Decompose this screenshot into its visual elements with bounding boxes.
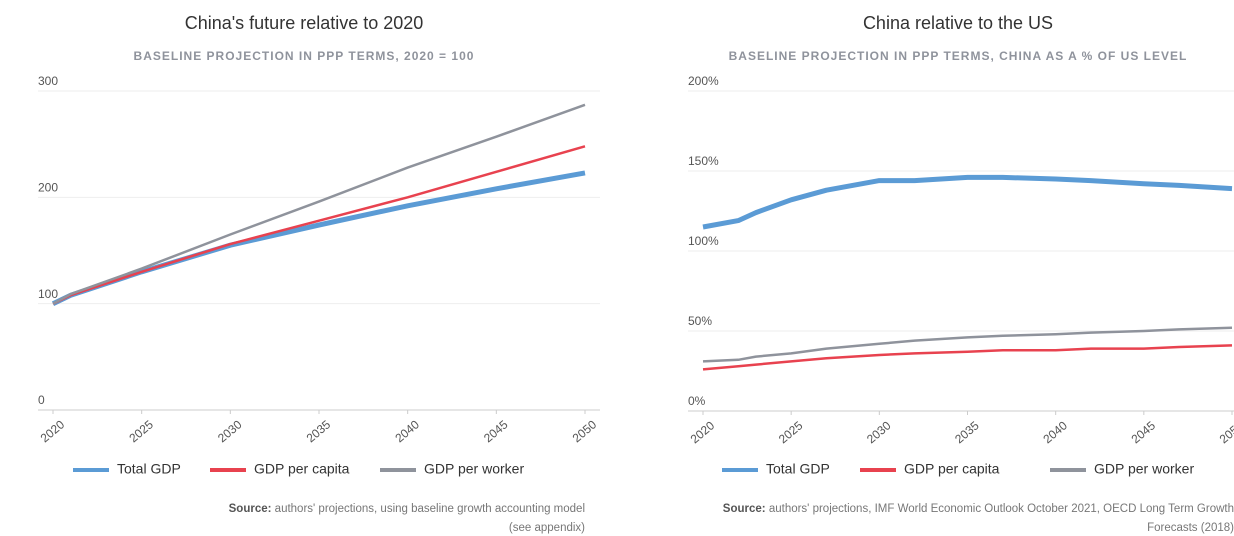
y-tick-label: 0 [38, 393, 45, 407]
y-tick-label: 0% [688, 394, 706, 408]
chart-subtitle: BASELINE PROJECTION IN PPP TERMS, 2020 =… [134, 49, 475, 63]
y-tick-label: 50% [688, 314, 712, 328]
x-tick-label: 2035 [952, 418, 982, 446]
x-tick-label: 2040 [392, 417, 422, 445]
x-tick-label: 2030 [215, 417, 245, 445]
legend-label: Total GDP [117, 461, 181, 477]
y-tick-label: 200% [688, 74, 719, 88]
chart-title: China relative to the US [863, 13, 1053, 33]
source-text: Forecasts (2018) [1147, 522, 1234, 534]
y-tick-label: 200 [38, 181, 58, 195]
source-text: (see appendix) [509, 522, 585, 534]
series-line [702, 326, 1233, 363]
source-note: Source: authors' projections, using base… [229, 503, 585, 515]
x-tick-label: 2050 [1217, 418, 1234, 446]
x-tick-label: 2045 [481, 417, 511, 445]
legend-label: GDP per capita [254, 461, 350, 477]
source-label: Source: [229, 503, 272, 515]
series-line [52, 145, 586, 305]
source-note: (see appendix) [509, 522, 585, 534]
x-tick-label: 2025 [126, 417, 156, 445]
legend-label: GDP per worker [1094, 461, 1194, 477]
legend-label: GDP per worker [424, 461, 524, 477]
x-tick-label: 2030 [864, 418, 894, 446]
series-line [702, 344, 1233, 371]
source-text: authors' projections, IMF World Economic… [769, 503, 1234, 515]
series-line [52, 103, 586, 305]
source-label: Source: [723, 503, 766, 515]
y-tick-label: 150% [688, 154, 719, 168]
x-tick-label: 2020 [688, 418, 718, 446]
y-tick-label: 100% [688, 234, 719, 248]
legend-label: Total GDP [766, 461, 830, 477]
y-tick-label: 100 [38, 287, 58, 301]
x-tick-label: 2020 [38, 417, 68, 445]
chart-title: China's future relative to 2020 [185, 13, 424, 33]
x-tick-label: 2025 [776, 418, 806, 446]
x-tick-label: 2040 [1040, 418, 1070, 446]
x-tick-label: 2035 [304, 417, 334, 445]
source-note: Forecasts (2018) [1147, 522, 1234, 534]
series-line [51, 170, 586, 306]
source-note: Source: authors' projections, IMF World … [723, 503, 1234, 515]
legend-label: GDP per capita [904, 461, 1000, 477]
chart-subtitle: BASELINE PROJECTION IN PPP TERMS, CHINA … [729, 49, 1188, 63]
series-line [702, 174, 1233, 230]
x-tick-label: 2050 [570, 417, 600, 445]
x-tick-label: 2045 [1129, 418, 1159, 446]
source-text: authors' projections, using baseline gro… [275, 503, 585, 515]
y-tick-label: 300 [38, 74, 58, 88]
